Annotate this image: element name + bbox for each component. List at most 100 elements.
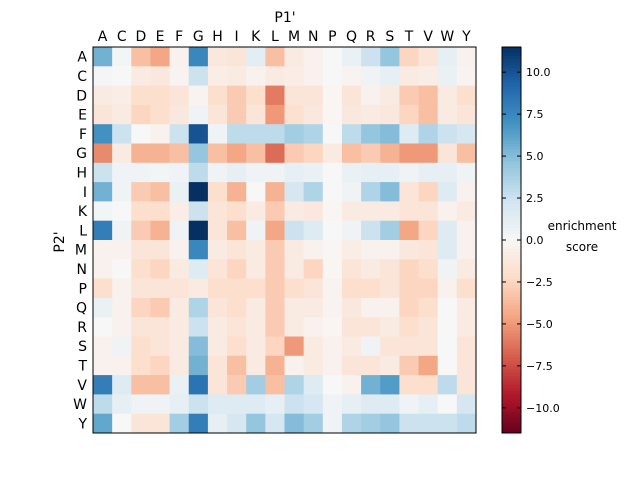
heatmap-cell [112, 104, 132, 125]
heatmap-cell [246, 259, 266, 280]
heatmap-cell [322, 162, 343, 183]
heatmap-cell [150, 182, 171, 202]
heatmap-cell [418, 182, 439, 202]
heatmap-cell [322, 47, 343, 67]
heatmap-cell [227, 47, 247, 67]
heatmap-cell [418, 104, 439, 125]
heatmap-cell [341, 104, 362, 125]
colorbar-segment [502, 176, 521, 181]
heatmap-cell [188, 240, 209, 260]
colorbar-segment [502, 393, 521, 398]
heatmap-cell [399, 297, 420, 318]
colorbar-segment [502, 381, 521, 386]
heatmap-cell [361, 66, 381, 87]
heatmap-cell [93, 143, 113, 164]
x-tick-label: M [288, 29, 300, 45]
heatmap-cell [322, 220, 343, 241]
heatmap-cell [188, 297, 209, 318]
colorbar-segment [502, 252, 521, 256]
colorbar-segment [502, 333, 521, 337]
heatmap-cell [246, 104, 266, 125]
colorbar-segment [502, 273, 521, 277]
colorbar-segment [502, 267, 521, 271]
x-tick-label: Q [346, 29, 357, 45]
heatmap-cell [150, 66, 171, 87]
heatmap-cell [322, 104, 343, 125]
heatmap-cell [93, 394, 113, 415]
heatmap-cell [418, 259, 439, 280]
colorbar-segment [502, 119, 521, 123]
heatmap-cell [399, 355, 420, 376]
heatmap-cell [93, 336, 113, 357]
heatmap-cell [150, 162, 171, 183]
heatmap-cell [169, 220, 190, 241]
heatmap-cell [437, 162, 458, 183]
heatmap-cell [418, 297, 439, 318]
colorbar-segment [502, 185, 521, 190]
plot-frame [92, 46, 477, 434]
colorbar-segment [502, 408, 521, 413]
colorbar-segment [502, 173, 521, 178]
y-tick-label: P [79, 281, 87, 297]
heatmap-cell [380, 85, 400, 106]
colorbar-segment [502, 209, 521, 214]
heatmap-cell [227, 375, 247, 395]
y-tick-label: R [77, 320, 87, 336]
colorbar-segment [502, 167, 521, 172]
x-tick-label: H [212, 29, 223, 45]
heatmap-cell [169, 104, 190, 125]
colorbar-segment [502, 224, 521, 229]
y-tick-label: Q [76, 301, 87, 317]
heatmap-cell [399, 182, 420, 202]
heatmap-cell [131, 259, 151, 280]
heatmap-cell [112, 85, 132, 106]
heatmap-cell [437, 220, 458, 241]
colorbar-segment [502, 294, 521, 298]
colorbar-segment [502, 321, 521, 325]
heatmap-cell [150, 297, 171, 318]
heatmap-cell [284, 85, 305, 106]
heatmap-cell [207, 47, 228, 67]
heatmap-cell [207, 182, 228, 202]
heatmap-cell [361, 182, 381, 202]
heatmap-cell [246, 278, 266, 299]
colorbar-segment [502, 297, 521, 301]
colorbar-segment [502, 227, 521, 232]
heatmap-cell [418, 278, 439, 299]
colorbar-segment [502, 221, 521, 226]
heatmap-cell [380, 104, 400, 125]
colorbar-segment [502, 206, 521, 211]
heatmap-cell [131, 162, 151, 183]
heatmap-cell [284, 355, 305, 376]
colorbar-segment [502, 429, 521, 434]
y-tick-label: S [78, 339, 87, 355]
heatmap-cell [207, 162, 228, 183]
heatmap-cell [284, 47, 305, 67]
heatmap-cell [265, 375, 285, 395]
heatmap-cell [188, 220, 209, 241]
heatmap-cell [399, 162, 420, 183]
heatmap-cell [380, 162, 400, 183]
heatmap-cell [150, 104, 171, 125]
heatmap-cell [303, 394, 324, 415]
heatmap-cell [169, 201, 190, 222]
heatmap-cell [341, 413, 362, 434]
heatmap-cell [150, 259, 171, 280]
colorbar-segment [502, 360, 521, 365]
heatmap-cell [112, 355, 132, 376]
heatmap-cell [284, 278, 305, 299]
heatmap-cell [188, 85, 209, 106]
heatmap-cell [265, 201, 285, 222]
colorbar-segment [502, 143, 521, 147]
colorbar-tick-label: −10.0 [526, 402, 560, 415]
colorbar-segment [502, 414, 521, 419]
heatmap-cells [93, 47, 477, 434]
heatmap-cell [341, 259, 362, 280]
colorbar-segment [502, 426, 521, 431]
heatmap-cell [341, 143, 362, 164]
heatmap-cell [207, 85, 228, 106]
y-tick-label: A [77, 50, 87, 66]
colorbar-segment [502, 303, 521, 307]
y-tick-label: Y [77, 416, 87, 432]
